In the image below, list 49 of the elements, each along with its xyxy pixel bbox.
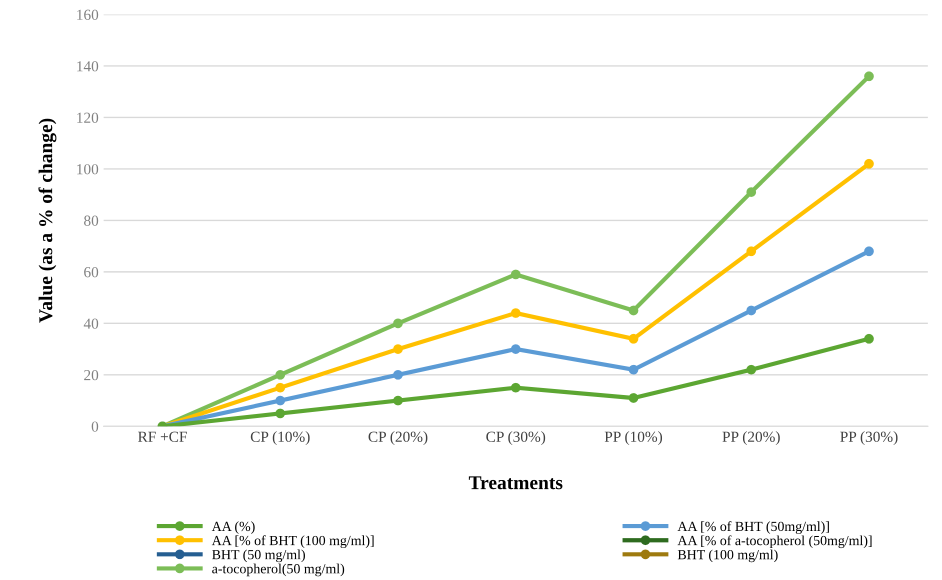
point xyxy=(510,308,521,318)
point xyxy=(746,246,756,256)
legend-label: BHT (100 mg/ml) xyxy=(678,550,778,562)
x-tick-label: PP (20%) xyxy=(722,431,780,446)
y-tick-label: 0 xyxy=(92,421,98,432)
point xyxy=(510,270,521,280)
legend-label: AA (%) xyxy=(212,521,255,534)
point xyxy=(864,71,874,82)
point xyxy=(628,306,638,316)
point xyxy=(275,408,286,418)
point xyxy=(864,246,874,256)
x-tick-label: CP (20%) xyxy=(368,431,428,446)
y-tick-label: 140 xyxy=(77,61,98,72)
y-tick-label: 120 xyxy=(77,112,98,123)
x-tick-label: CP (30%) xyxy=(486,431,546,446)
point xyxy=(746,364,756,375)
point xyxy=(510,382,521,393)
point xyxy=(275,382,286,393)
y-tick-label: 20 xyxy=(84,370,98,380)
point xyxy=(275,370,286,380)
y-tick-label: 160 xyxy=(77,10,98,20)
point xyxy=(510,344,521,354)
y-axis-title: Value (as a % of change) xyxy=(38,118,56,323)
y-tick-label: 40 xyxy=(84,318,98,329)
x-tick-label: CP (10%) xyxy=(250,431,310,446)
legend-label: AA [% of a-tocopherol (50mg/ml)] xyxy=(678,535,872,548)
point xyxy=(628,364,638,375)
x-tick-label: PP (30%) xyxy=(840,431,898,446)
x-tick-label: RF +CF xyxy=(138,432,187,442)
point xyxy=(628,393,638,403)
x-tick-label: PP (10%) xyxy=(604,431,662,446)
point xyxy=(393,370,403,380)
point xyxy=(746,187,756,197)
legend-label: BHT (50 mg/ml) xyxy=(212,550,305,562)
point xyxy=(393,344,403,354)
point xyxy=(628,334,638,344)
point xyxy=(746,306,756,316)
point xyxy=(864,158,874,169)
point xyxy=(275,396,286,406)
legend-label: AA [% of BHT (100 mg/ml)] xyxy=(212,535,374,548)
legend-label: a-tocopherol(50 mg/ml) xyxy=(212,564,344,576)
y-tick-label: 60 xyxy=(84,267,98,278)
point xyxy=(393,396,403,406)
point xyxy=(393,318,403,328)
x-axis-title: Treatments xyxy=(468,476,562,490)
point xyxy=(864,334,874,344)
y-tick-label: 80 xyxy=(84,216,98,226)
legend-label: AA [% of BHT (50mg/ml)] xyxy=(678,521,829,534)
y-tick-label: 100 xyxy=(77,164,98,174)
